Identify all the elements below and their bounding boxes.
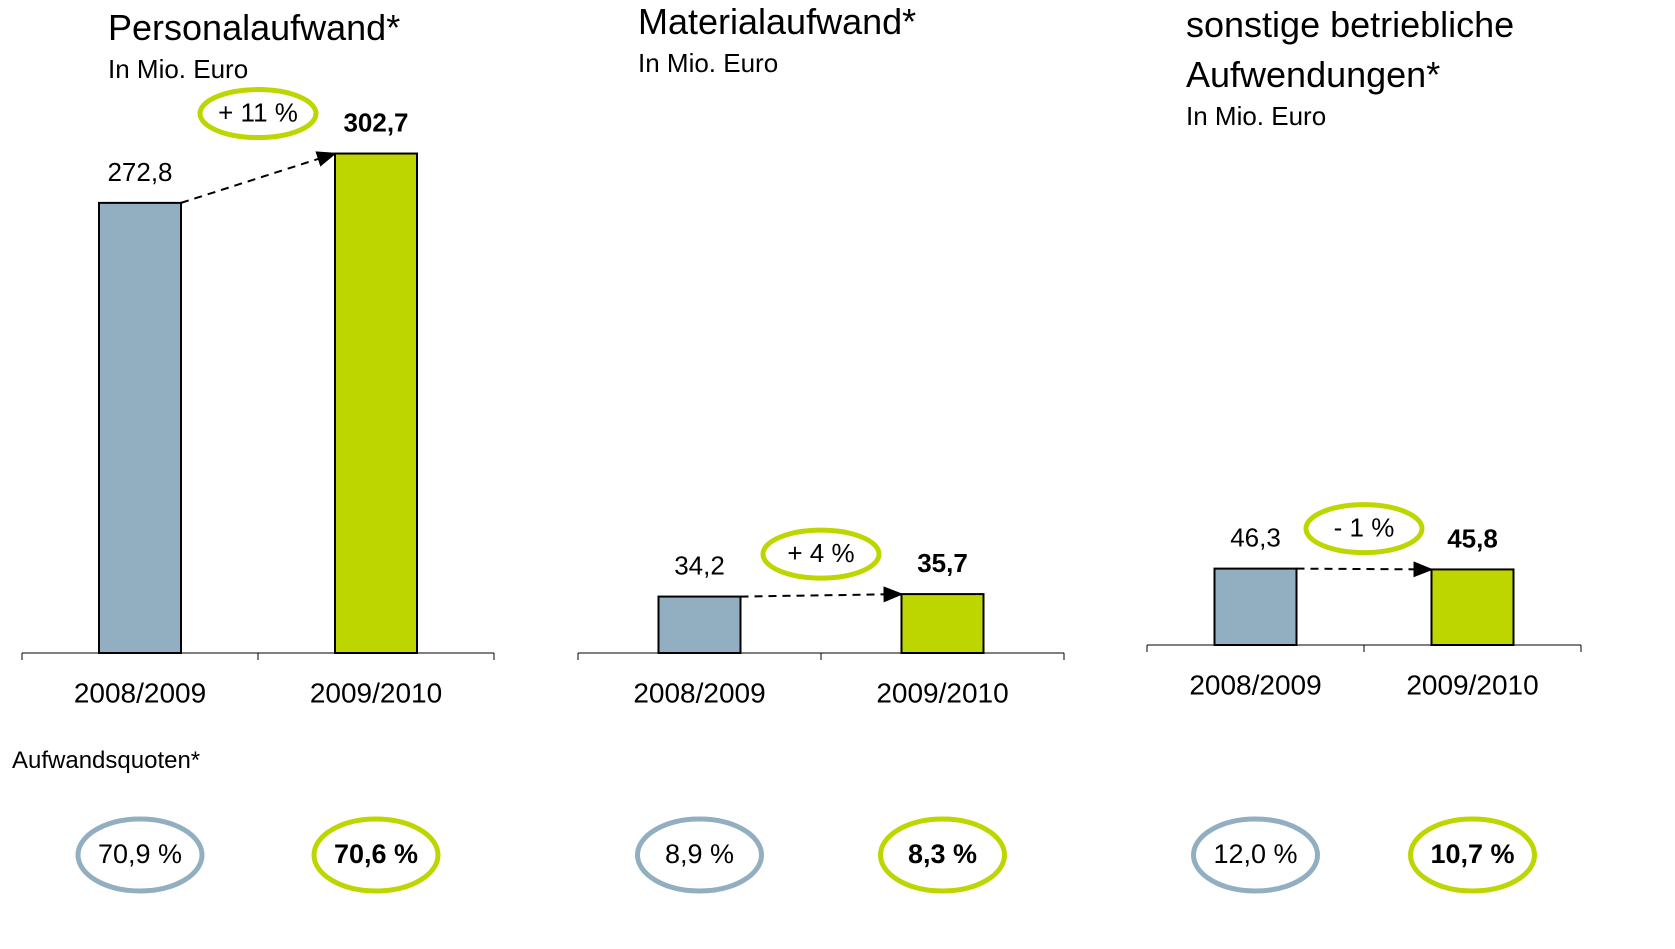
chart-title: Materialaufwand* [638,1,917,42]
ratio-title: Aufwandsquoten* [12,747,201,774]
ratio-ellipse [635,816,764,894]
ratio-label: 12,0 % [1213,839,1297,869]
change-arrow [740,586,904,603]
x-tick-label: 2009/2010 [310,677,442,708]
change-label: + 4 % [787,538,854,568]
value-label: 302,7 [343,107,408,137]
ratio-ellipse [1191,816,1320,894]
chart-title: sonstige betriebliche Aufwendungen* [1186,4,1515,95]
change-arrow [1296,561,1434,578]
change-ellipse [197,87,319,141]
change-label: - 1 % [1334,512,1395,542]
bar [1430,568,1515,646]
x-tick-label: 2008/2009 [1189,669,1321,700]
ratio-label: 8,3 % [908,839,977,869]
ratio-ellipse [1408,816,1537,894]
bar [334,152,418,654]
chart-subtitle: In Mio. Euro [1186,101,1327,131]
change-ellipse [760,527,882,581]
x-tick-label: 2009/2010 [876,677,1008,708]
bar [900,593,985,654]
chart-header: Materialaufwand* In Mio. Euro [638,0,1028,79]
ratio-ellipse [75,816,205,894]
x-tick-label: 2008/2009 [633,677,765,708]
ratio-ellipse [311,816,441,894]
change-label: + 11 % [218,97,298,127]
change-arrow [180,151,337,204]
chart-title: Personalaufwand* [108,7,401,48]
bar [657,595,742,655]
value-label: 34,2 [674,550,725,580]
chart-header: Personalaufwand* In Mio. Euro [108,3,498,85]
chart-subtitle: In Mio. Euro [638,48,779,78]
ratio-label: 70,9 % [98,839,182,869]
change-ellipse [1303,502,1425,556]
bar [1213,567,1298,646]
chart-subtitle: In Mio. Euro [108,54,249,84]
value-label: 272,8 [107,157,172,187]
ratio-label: 70,6 % [334,839,418,869]
x-tick-label: 2008/2009 [74,677,206,708]
bar [98,201,182,654]
x-tick-label: 2009/2010 [1406,669,1538,700]
value-label: 35,7 [917,548,968,578]
value-label: 46,3 [1230,522,1281,552]
chart-header: sonstige betriebliche Aufwendungen* In Mi… [1186,0,1576,132]
ratio-label: 8,9 % [665,839,734,869]
value-label: 45,8 [1447,523,1498,553]
ratio-label: 10,7 % [1430,839,1514,869]
ratio-ellipse [878,816,1007,894]
